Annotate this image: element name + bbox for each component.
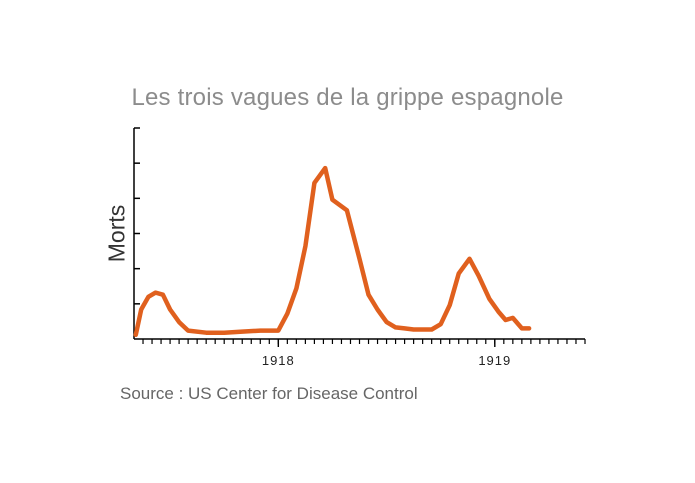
axes (133, 128, 585, 340)
x-tick-label-1918: 1918 (262, 353, 295, 368)
series-layer (133, 165, 532, 338)
chart-title: Les trois vagues de la grippe espagnole (131, 84, 564, 111)
x-tick-label-1919: 1919 (478, 353, 511, 368)
series-line-0 (133, 165, 532, 338)
ticks (134, 127, 586, 347)
source-note: Source : US Center for Disease Control (120, 384, 418, 403)
tick-labels: 1918 1919 (262, 353, 511, 368)
